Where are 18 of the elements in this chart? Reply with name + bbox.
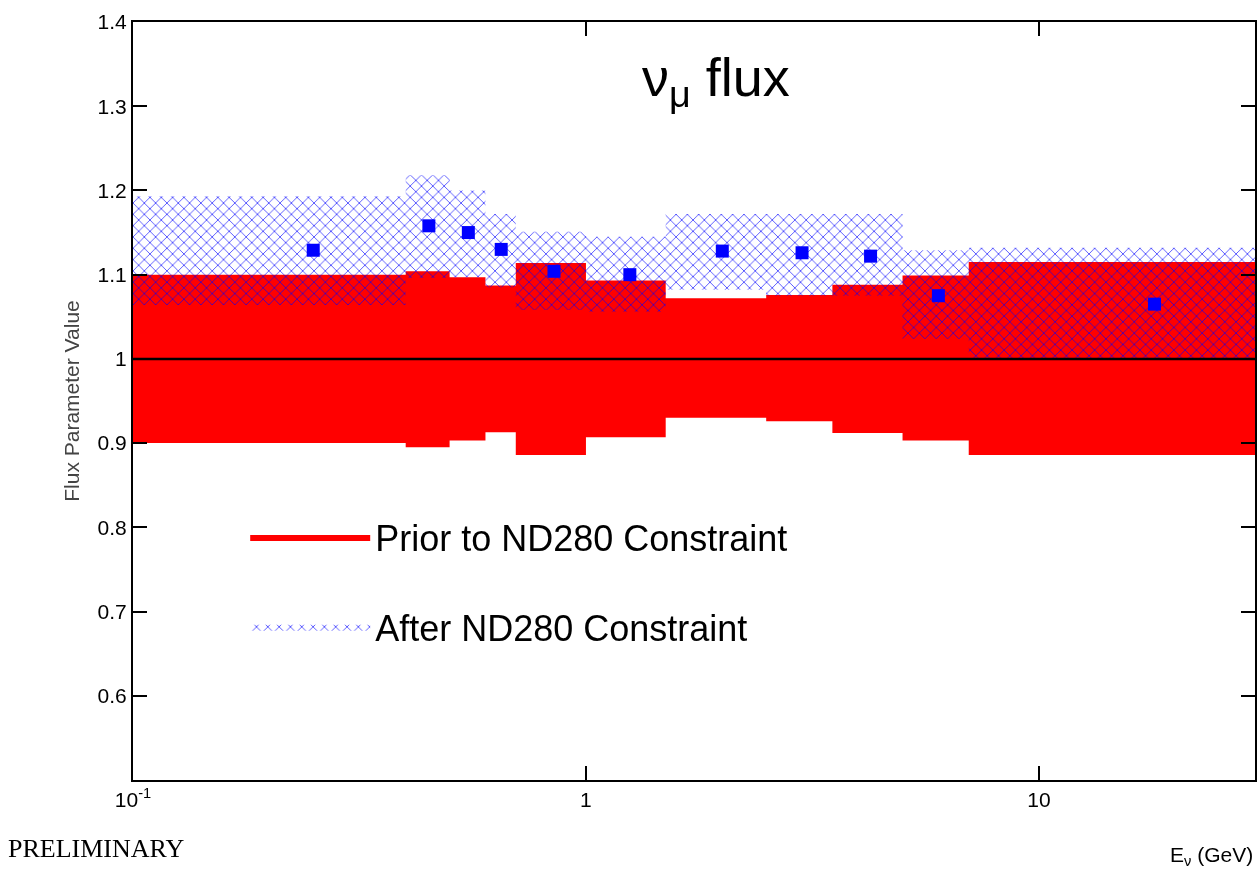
text: PRELIMINARY (8, 834, 185, 863)
y-axis-title: Flux Parameter Value (60, 300, 84, 502)
text: ν$_{μ}$ flux (642, 47, 790, 116)
y-tick-label: 1.2 (97, 178, 127, 202)
y-tick-label: 1.4 (97, 10, 128, 34)
x-axis-title: E$_{ν}$ (GeV) (1170, 843, 1254, 869)
y-tick-label: 0.8 (97, 515, 127, 539)
y-tick-label: 1.1 (97, 263, 127, 287)
y-tick-label: 1 (115, 347, 127, 371)
legend-label: Prior to ND280 Constraint (375, 518, 788, 560)
legend-label: After ND280 Constraint (375, 607, 748, 649)
x-tick-label: 10 (1027, 788, 1051, 812)
x-tick-label: 1 (580, 788, 592, 812)
y-tick-label: 0.6 (97, 684, 127, 708)
y-tick-label: 0.7 (97, 599, 127, 623)
y-tick-label: 0.9 (97, 431, 127, 455)
y-tick-label: 1.3 (97, 94, 127, 118)
x-tick-label: 10$^{-1}$ (114, 785, 152, 812)
